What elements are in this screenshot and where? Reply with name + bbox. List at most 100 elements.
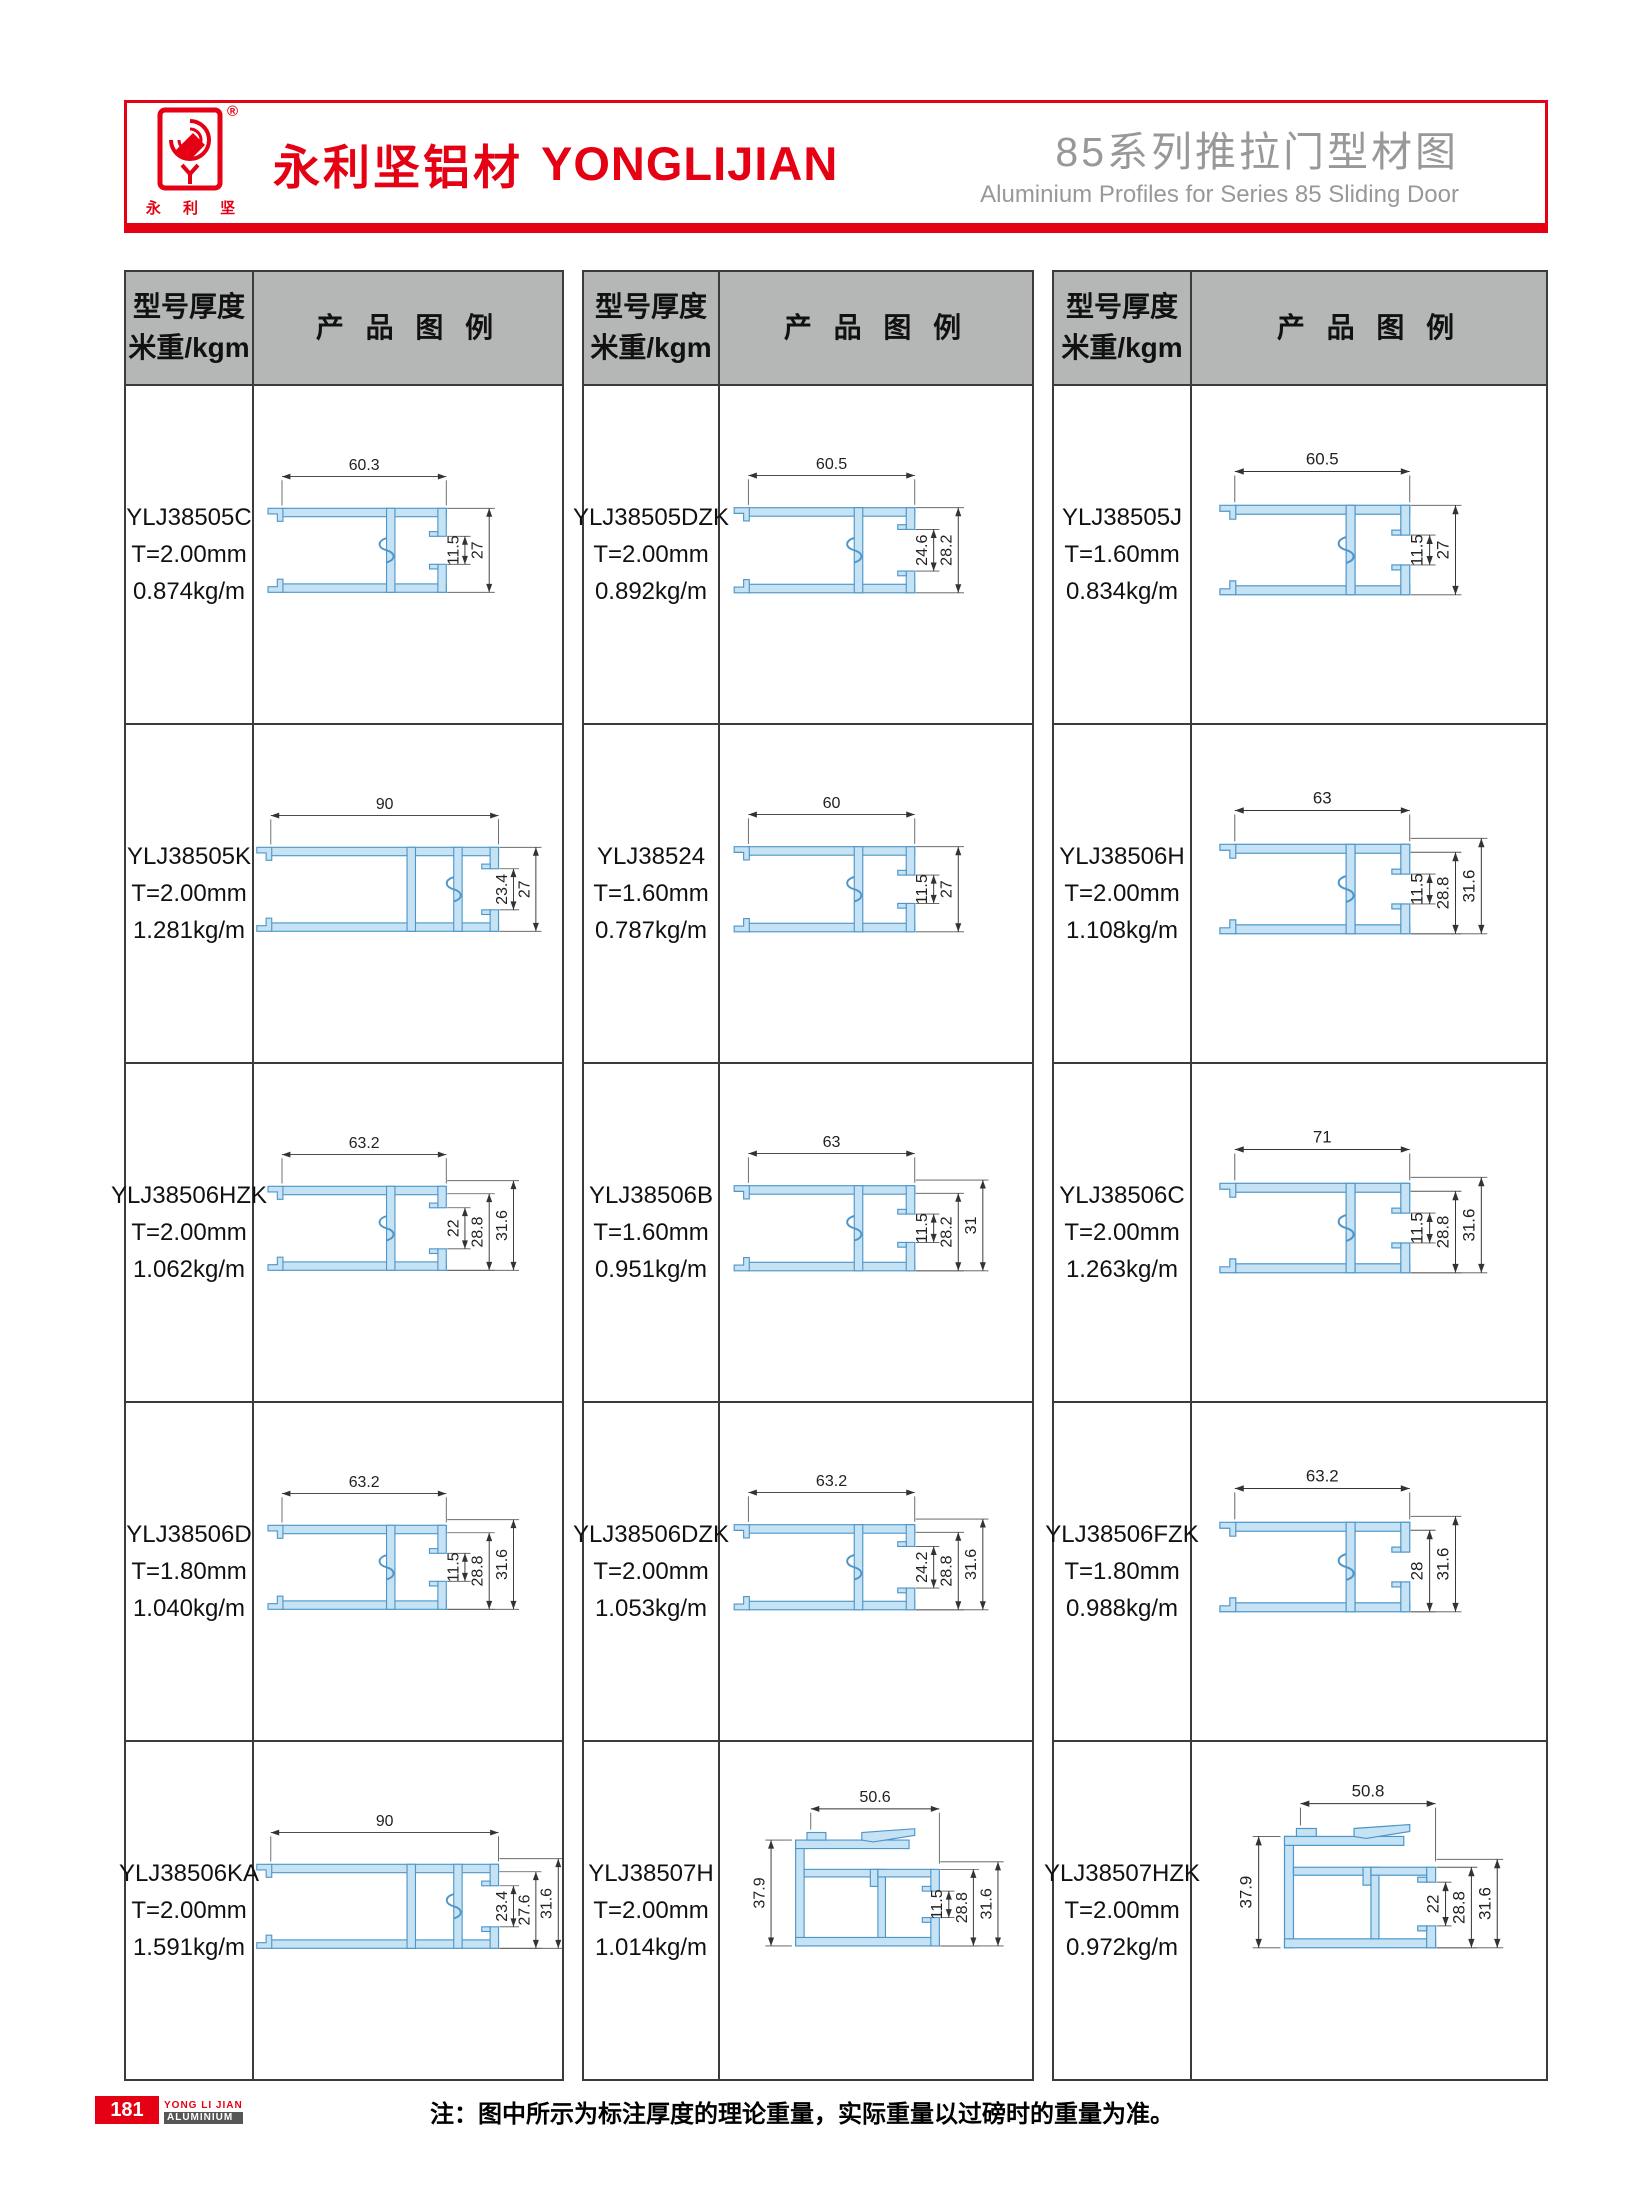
brand-logo: ® 永 利 坚 (143, 103, 247, 219)
dim-label: 90 (376, 796, 394, 813)
dim-label: 11.5 (1408, 534, 1427, 566)
column-header-illustration: 产 品 图 例 (720, 272, 1032, 384)
dim-label: 31.6 (494, 1549, 511, 1580)
profile-model-cell: YLJ38506D T=1.80mm 1.040kg/m (126, 1401, 254, 1740)
column-header-model-line1: 型号厚度 (132, 291, 245, 323)
profile-model: YLJ38507H (588, 1859, 714, 1887)
profile-table: 型号厚度 米重/kgm 产 品 图 例 YLJ38505C T=2.00mm 0… (111, 270, 1548, 2081)
profile-weight: 1.062kg/m (132, 1256, 246, 1284)
profile-thickness: T=2.00mm (131, 879, 247, 907)
dim-label: 90 (376, 1813, 394, 1830)
profile-drawing: 90 23.4 27.6 31.6 (256, 1813, 562, 1949)
dim-label: 28 (1408, 1562, 1427, 1581)
dim-label: 31.6 (962, 1549, 980, 1580)
dim-label: 28.8 (1434, 1216, 1453, 1249)
dim-label: 63.2 (816, 1472, 847, 1490)
dim-label: 60.5 (816, 455, 847, 473)
profile-thickness: T=1.60mm (593, 879, 709, 907)
dim-label: 31.6 (1434, 1548, 1453, 1581)
profile-model-cell: YLJ38505C T=2.00mm 0.874kg/m (126, 384, 254, 723)
dim-label: 37.9 (750, 1877, 768, 1908)
dim-label: 31.6 (1459, 870, 1478, 903)
dim-label: 11.5 (445, 535, 462, 565)
profile-illustration-cell: 90 23.4 27.6 31.6 (254, 1740, 562, 2079)
dim-label: 50.6 (859, 1788, 890, 1806)
profile-illustration-cell: 60.3 11.5 27 (254, 384, 562, 723)
profile-illustration-cell: 60 11.5 27 (720, 723, 1032, 1062)
dim-label: 31 (962, 1216, 980, 1234)
profile-drawing: 60 11.5 27 (733, 794, 964, 933)
profile-model-cell: YLJ38505J T=1.60mm 0.834kg/m (1054, 384, 1192, 723)
column-header-model-line2: 米重/kgm (128, 332, 250, 363)
dim-label: 24.6 (913, 535, 931, 566)
dim-label: 11.5 (913, 1213, 931, 1243)
dim-label: 31.6 (494, 1210, 511, 1241)
dim-label: 28.8 (1449, 1891, 1468, 1924)
profile-thickness: T=2.00mm (593, 1896, 709, 1924)
profile-drawing: 90 23.4 27 (256, 796, 542, 932)
footer-brand-line1: YONG LI JIAN (164, 2100, 243, 2111)
column-header-model: 型号厚度 米重/kgm (126, 272, 254, 384)
profile-thickness: T=2.00mm (131, 1896, 247, 1924)
profile-model: YLJ38505C (126, 503, 252, 531)
dim-label: 63.2 (349, 1474, 380, 1491)
profile-model-cell: YLJ38524 T=1.60mm 0.787kg/m (584, 723, 720, 1062)
profile-model-cell: YLJ38505DZK T=2.00mm 0.892kg/m (573, 384, 729, 723)
dim-label: 11.5 (1408, 1212, 1427, 1244)
page-number-badge: 181 (95, 2096, 159, 2124)
profile-illustration-cell: 50.6 37.9 11.5 28.8 31.6 (720, 1740, 1032, 2079)
dim-label: 27 (1434, 541, 1453, 560)
profile-drawing: 50.6 37.9 11.5 28.8 31.6 (750, 1788, 1004, 1947)
footer-note: 注：图中所示为标注厚度的理论重量，实际重量以过磅时的重量为准。 (430, 2101, 1174, 2128)
profile-thickness: T=2.00mm (131, 540, 247, 568)
profile-model: YLJ38506KA (118, 1859, 260, 1887)
column-header-model: 型号厚度 米重/kgm (584, 272, 720, 384)
dim-label: 60 (823, 794, 841, 812)
profile-thickness: T=1.80mm (1064, 1557, 1180, 1585)
dim-label: 37.9 (1237, 1876, 1256, 1909)
dim-label: 27.6 (516, 1894, 533, 1925)
column-header-illustration: 产 品 图 例 (1192, 272, 1546, 384)
dim-label: 23.4 (494, 874, 511, 905)
profile-model: YLJ38506FZK (1045, 1520, 1199, 1548)
profile-model-cell: YLJ38506C T=2.00mm 1.263kg/m (1054, 1062, 1192, 1401)
brand-name-cn: 永利坚铝材 (273, 140, 523, 194)
logo-box (157, 107, 223, 191)
dim-label: 27 (938, 880, 956, 898)
page-title-cn: 85系列推拉门型材图 (1055, 128, 1459, 175)
profile-model-cell: YLJ38505K T=2.00mm 1.281kg/m (126, 723, 254, 1062)
profile-weight: 0.834kg/m (1065, 578, 1179, 606)
profile-weight: 1.281kg/m (132, 917, 246, 945)
dim-label: 28.8 (938, 1555, 956, 1586)
dim-label: 63.2 (349, 1135, 380, 1152)
dim-label: 60.3 (349, 457, 380, 474)
dim-label: 28.2 (938, 1216, 956, 1247)
profile-drawing: 60.5 24.6 28.2 (733, 455, 964, 594)
profile-model-cell: YLJ38506HZK T=2.00mm 1.062kg/m (111, 1062, 267, 1401)
profile-illustration-cell: 90 23.4 27 (254, 723, 562, 1062)
profile-illustration-cell: 63 11.5 28.8 31.6 (1192, 723, 1546, 1062)
profile-drawing: 63.2 22 28.8 31.6 (267, 1135, 520, 1271)
profile-weight: 1.108kg/m (1065, 917, 1179, 945)
dim-label: 11.5 (1408, 873, 1427, 905)
dim-label: 27 (516, 880, 533, 898)
profile-model-cell: YLJ38506FZK T=1.80mm 0.988kg/m (1045, 1401, 1199, 1740)
dim-label: 28.8 (470, 1555, 487, 1586)
dim-label: 28.8 (1434, 877, 1453, 910)
profile-illustration-cell: 71 11.5 28.8 31.6 (1192, 1062, 1546, 1401)
profile-weight: 1.263kg/m (1065, 1256, 1179, 1284)
dim-label: 31.6 (977, 1888, 995, 1919)
profile-model-cell: YLJ38506B T=1.60mm 0.951kg/m (584, 1062, 720, 1401)
profile-weight: 1.053kg/m (594, 1595, 708, 1623)
profile-model: YLJ38505K (126, 842, 252, 870)
dim-label: 31.6 (1475, 1887, 1494, 1920)
profile-weight: 0.972kg/m (1065, 1934, 1179, 1962)
profile-model: YLJ38524 (596, 842, 706, 870)
table-group-3: 型号厚度 米重/kgm 产 品 图 例 YLJ38505J T=1.60mm 0… (1044, 270, 1548, 2081)
profile-weight: 0.988kg/m (1065, 1595, 1179, 1623)
page-header: ® 永 利 坚 永利坚铝材 YONGLIJIAN 85系列推拉门型材图 Alum… (124, 100, 1548, 233)
profile-weight: 0.874kg/m (132, 578, 246, 606)
profile-illustration-cell: 50.8 37.9 22 28.8 31.6 (1192, 1740, 1546, 2079)
dim-label: 27 (470, 541, 487, 559)
